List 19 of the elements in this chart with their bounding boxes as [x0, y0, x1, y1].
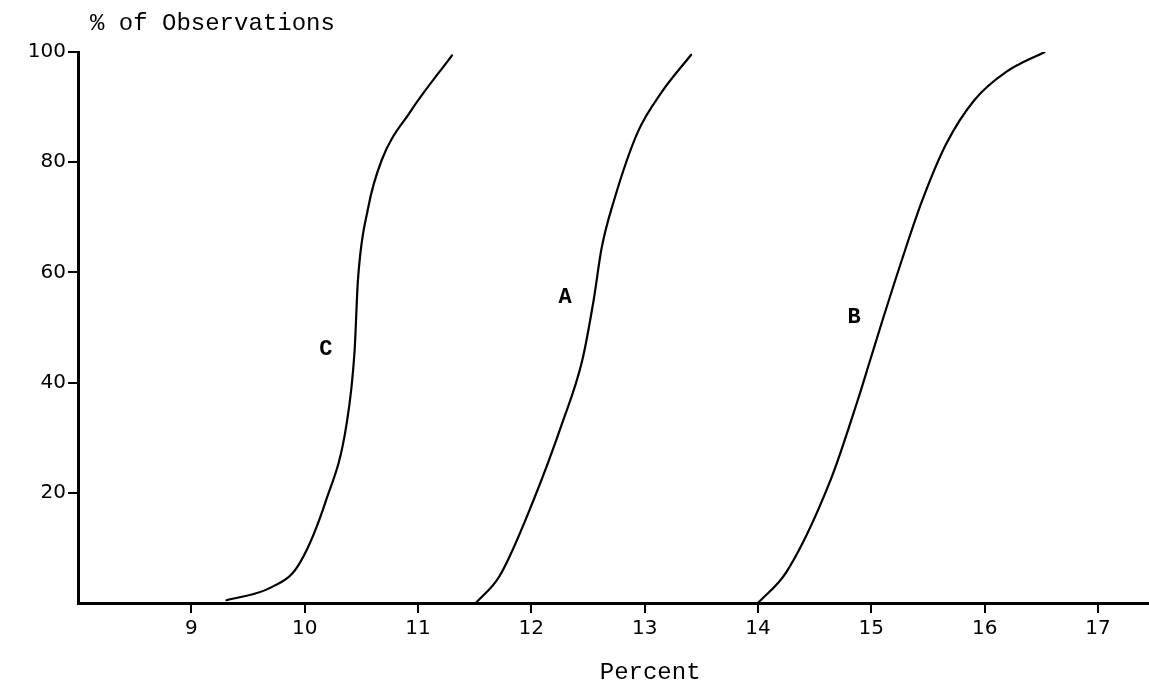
y-tick-label: 100 — [27, 38, 66, 63]
x-tick-label: 14 — [745, 615, 771, 640]
x-tick-label: 9 — [184, 615, 198, 640]
y-axis-title: % of Observations — [90, 10, 335, 37]
series-label: C — [319, 337, 333, 363]
x-tick-label: 10 — [291, 615, 318, 640]
x-tick-label: 13 — [631, 615, 658, 640]
x-tick-label: 16 — [971, 615, 998, 640]
x-axis-title: Percent — [599, 659, 701, 686]
y-tick-label: 20 — [40, 479, 66, 503]
x-tick-label: 15 — [858, 615, 885, 640]
x-tick-label: 17 — [1085, 615, 1111, 640]
series-label: B — [847, 305, 861, 331]
x-tick-label: 12 — [518, 615, 545, 640]
y-tick-label: 40 — [40, 368, 66, 393]
x-tick-label: 11 — [405, 615, 431, 640]
y-tick-label: 80 — [40, 148, 66, 173]
y-tick-label: 60 — [40, 258, 66, 283]
series-label: A — [558, 285, 573, 311]
